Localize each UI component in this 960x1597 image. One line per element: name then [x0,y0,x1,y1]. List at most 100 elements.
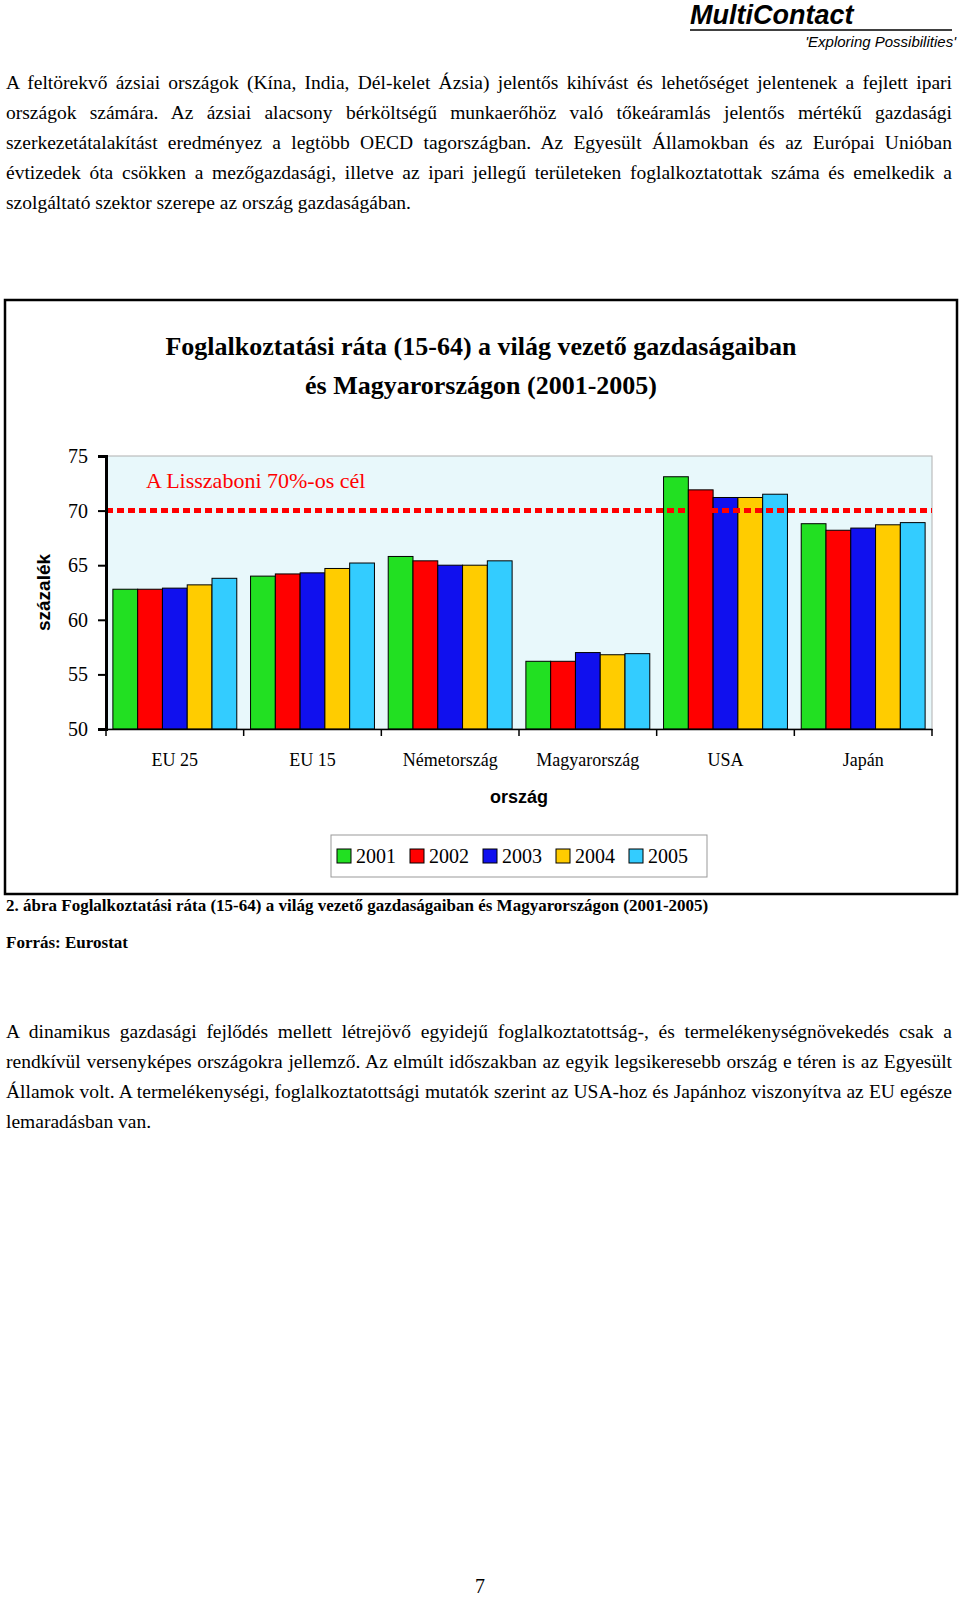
bar [187,585,212,729]
paragraph: A feltörekvő ázsiai országok (Kína, Indi… [6,68,952,218]
figure-source: Forrás: Eurostat [6,933,952,953]
header-brand: MultiContact [690,0,854,30]
legend-swatch [556,849,570,863]
plot-area [106,456,932,729]
category-divider [518,729,520,736]
bar [763,494,788,729]
y-axis-title: százalék [33,554,54,632]
legend-label: 2001 [356,845,396,867]
y-tick-mark [98,619,106,621]
figure-caption: 2. ábra Foglalkoztatási ráta (15-64) a v… [6,896,952,916]
bar [900,523,925,729]
y-tick-mark [98,729,106,731]
header-tagline: 'Exploring Possibilities' [805,33,957,50]
bar [463,565,488,729]
y-tick-mark [98,456,106,458]
bar [688,490,713,729]
bar [600,655,625,729]
legend-swatch [337,849,351,863]
bar [738,497,763,729]
category-divider [381,729,383,736]
bar [325,568,350,729]
x-tick-label: EU 25 [152,750,199,770]
x-axis-title: ország [490,787,548,807]
legend-item: 2003 [483,845,542,867]
y-axis-line [98,457,107,730]
x-tick: Magyarország [536,729,639,770]
y-tick: 70 [68,500,106,522]
legend-item: 2005 [629,845,688,867]
bar [300,573,325,729]
x-tick-label: EU 15 [289,750,336,770]
bar [526,661,551,729]
target-line [106,508,932,513]
y-tick: 55 [68,663,106,685]
bar [851,528,876,729]
legend-swatch [410,849,424,863]
y-tick-mark [98,510,106,512]
bar [413,561,438,729]
y-tick: 60 [68,609,106,631]
x-axis: EU 25 EU 15 Németország Magyarország USA Japá… [107,729,933,770]
plot-marks [106,477,932,729]
x-tick-label: USA [707,750,743,770]
legend-swatch [483,849,497,863]
x-tick: EU 25 [152,729,199,770]
chart-title: Foglalkoztatási ráta (15-64) a világ vez… [165,332,797,361]
bar [801,524,826,729]
bar [664,477,689,729]
y-tick: 65 [68,554,106,576]
y-tick-label: 65 [68,554,88,576]
category-divider [931,729,933,736]
legend-box [331,835,707,877]
page-number: 7 [475,1575,485,1597]
bar [388,556,413,729]
legend-label: 2002 [429,845,469,867]
bar [876,525,901,729]
bar [438,565,463,729]
bar [275,574,300,729]
bar [350,563,375,729]
bar [575,653,600,729]
header-rule [690,29,952,31]
category-divider [656,729,658,736]
legend-label: 2005 [648,845,688,867]
legend-label: 2004 [575,845,615,867]
y-tick-label: 70 [68,500,88,522]
legend-swatch [629,849,643,863]
legend-item: 2002 [410,845,469,867]
x-tick-label: Németország [403,750,498,770]
bar [138,589,163,729]
bar [625,654,650,729]
x-tick: Németország [403,729,498,770]
chart-title: és Magyarországon (2001-2005) [305,371,657,400]
bar [551,661,576,729]
x-tick-label: Japán [843,750,884,770]
y-tick-label: 55 [68,663,88,685]
annotation: A Lisszaboni 70%-os cél [146,468,365,493]
bar [113,589,138,729]
bar [251,576,276,729]
y-axis: 50 55 60 65 70 75 [68,445,107,740]
bar [487,561,512,729]
legend: 2001 2002 2003 2004 2005 [331,835,707,877]
y-tick-label: 60 [68,609,88,631]
y-tick-label: 50 [68,718,88,740]
category-divider [105,729,107,736]
y-tick: 75 [68,445,106,467]
category-divider [243,729,245,736]
legend-item: 2004 [556,845,615,867]
legend-label: 2003 [502,845,542,867]
legend-item: 2001 [337,845,396,867]
page-graphics: MultiContact 'Exploring Possibilities' 7 Fo… [0,0,960,1597]
x-tick-label: Magyarország [536,750,639,770]
bar [826,530,851,729]
paragraph: A dinamikus gazdasági fejlődés mellett l… [6,1017,952,1137]
x-tick: Japán [843,729,884,770]
chart-frame [5,300,957,894]
x-tick: EU 15 [289,729,336,770]
y-tick-label: 75 [68,445,88,467]
y-tick-mark [98,565,106,567]
bar [162,588,187,729]
y-tick-mark [98,674,106,676]
